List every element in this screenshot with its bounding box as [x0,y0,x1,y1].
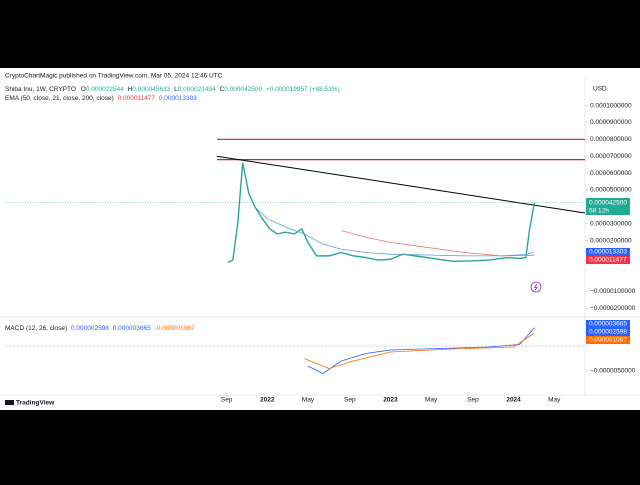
x-tick-label: 2022 [260,397,275,404]
h-key: H [128,86,133,93]
ema-label: EMA (50, close, 21, close, 200, close) [5,95,114,102]
published-note: CryptoChartMagic published on TradingVie… [5,73,223,80]
y-tick-label: −0.0000200000 [590,305,636,312]
logo [5,400,14,405]
macd-label: MACD (12, 26, close) [5,325,67,332]
x-tick-label: May [548,397,561,404]
y-tick-label: 0.0000700000 [590,153,632,160]
price-badge-text: 0.000042500 [589,199,627,206]
y-tick-label: 0.0000500000 [590,187,632,194]
macd-value: -0.000001067 [155,325,196,332]
x-tick-label: Sep [221,397,233,404]
y-tick-label: 0.0000800000 [590,136,632,143]
signal-badge [586,328,630,336]
x-tick-label: Sep [344,397,356,404]
macd-value: 0.000003665 [113,325,151,332]
o-value: 0.000022544 [86,86,124,93]
y-tick-label: −0.0000100000 [590,288,636,295]
ema-badge-text: 0.000011477 [589,257,627,264]
y-tick-label: 0.0000900000 [590,119,632,126]
l-key: L [174,86,178,93]
x-tick-label: Sep [467,397,479,404]
hist-badge [586,336,630,344]
series-line [304,332,535,369]
countdown-text: 58 12h [589,208,609,215]
series-line [341,230,535,257]
macd-badge [586,320,630,328]
symbol: Shiba Inu, 1W, CRYPTO [5,86,76,93]
macd-value: 0.000002598 [71,325,109,332]
signal-badge-text: 0.000002598 [589,329,627,336]
macd-badge-text: 0.000003665 [589,321,627,328]
y-tick-label: 0.0000200000 [590,237,632,244]
hist-badge-text: 0.000001067 [589,337,627,344]
trendline [216,155,586,214]
event-bolt [533,283,538,291]
x-tick-label: May [302,397,315,404]
ema-badge [586,248,630,256]
o-key: O [81,86,86,93]
ema-value: 0.000013303 [159,95,197,102]
ema-legend: EMA (50, close, 21, close, 200, close) 0… [5,95,197,102]
y-tick-label: −0.0000050000 [590,368,636,375]
currency: USD [593,86,607,93]
countdown-badge [586,207,630,215]
l-value: 0.000021494 [178,86,216,93]
x-tick-label: 2023 [383,397,398,404]
ema-value: 0.000011477 [118,95,156,102]
y-tick-label: 0.0000600000 [590,170,632,177]
h-value: 0.000045633 [132,86,170,93]
change: +0.000019957 (+88.53%) [266,86,340,93]
c-value: 0.000042500 [224,86,262,93]
event-icon[interactable] [530,281,542,293]
x-tick-label: May [425,397,438,404]
c-key: C [219,86,224,93]
ema-badge-text: 0.000013303 [589,249,627,256]
macd-legend: MACD (12, 26, close) 0.000002598 0.00000… [5,325,195,332]
price-badge [586,198,630,207]
x-tick-label: 2024 [506,397,521,404]
series-line [307,327,535,374]
symbol-legend: Shiba Inu, 1W, CRYPTO O0.000022544 H0.00… [5,86,340,93]
footer-brand: TradingView [16,400,55,407]
ema-badge [586,256,630,264]
chart-window [0,68,640,410]
y-tick-label: 0.0000300000 [590,220,632,227]
y-tick-label: 0.0001000000 [590,102,632,109]
